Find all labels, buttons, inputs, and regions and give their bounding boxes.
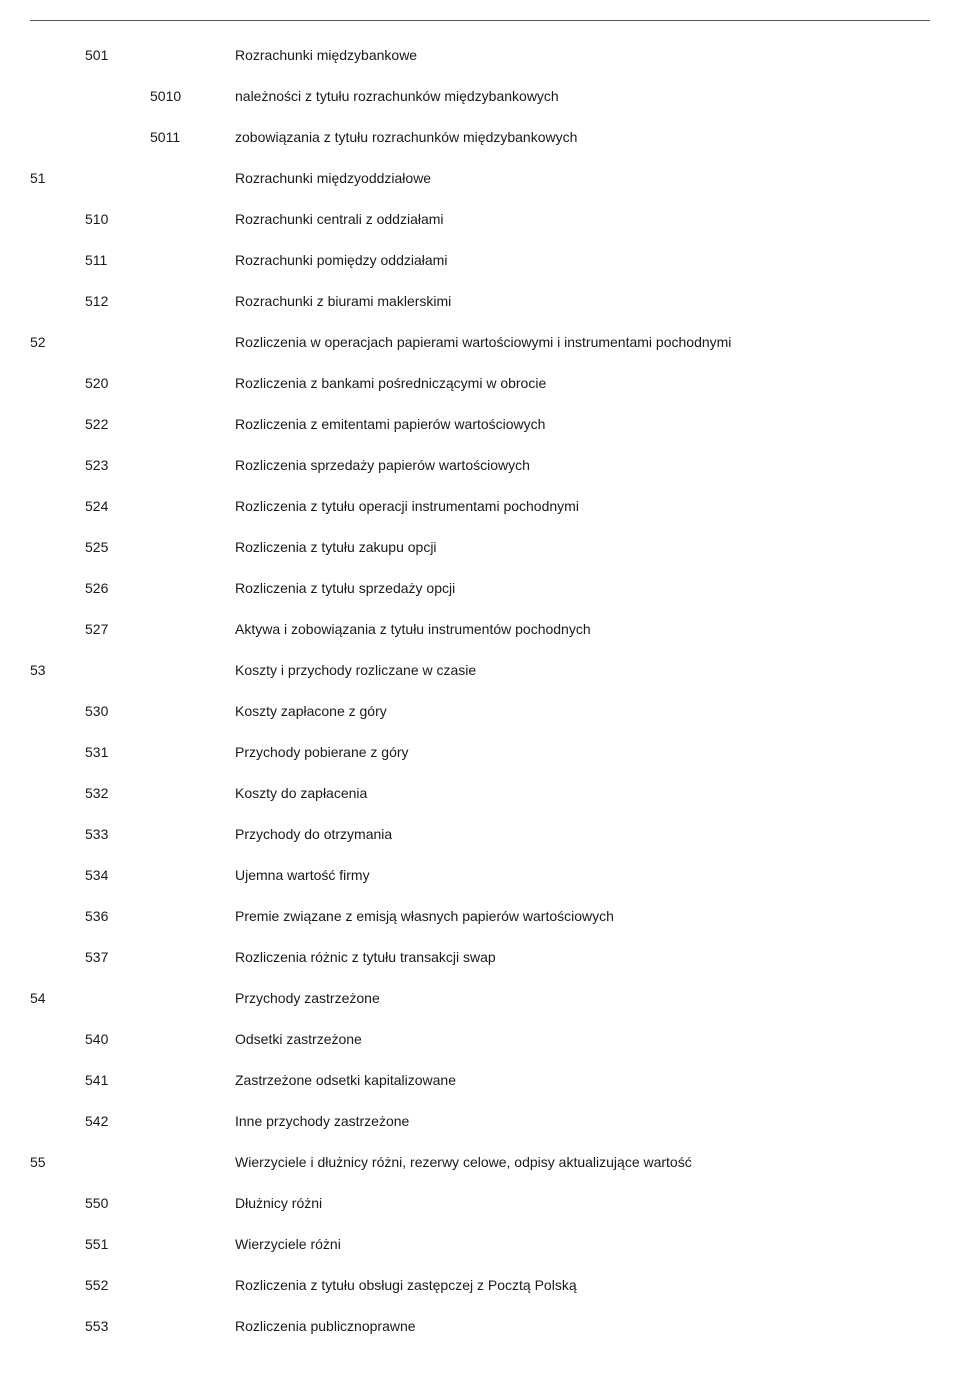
code-level-2: 520 <box>85 373 150 394</box>
account-description: Rozliczenia z emitentami papierów wartoś… <box>235 414 930 435</box>
account-description: Przychody do otrzymania <box>235 824 930 845</box>
code-level-1: 55 <box>30 1152 85 1173</box>
account-description: Koszty do zapłacenia <box>235 783 930 804</box>
table-row: 510 Rozrachunki centrali z oddziałami <box>30 199 930 240</box>
table-row: 541 Zastrzeżone odsetki kapitalizowane <box>30 1060 930 1101</box>
table-row: 551 Wierzyciele różni <box>30 1224 930 1265</box>
account-description: Rozliczenia w operacjach papierami warto… <box>235 332 930 353</box>
code-level-3: 5010 <box>150 86 235 107</box>
code-level-2: 512 <box>85 291 150 312</box>
code-level-2: 553 <box>85 1316 150 1337</box>
table-row: 534 Ujemna wartość firmy <box>30 855 930 896</box>
code-level-2: 541 <box>85 1070 150 1091</box>
code-level-1: 53 <box>30 660 85 681</box>
account-description: Dłużnicy różni <box>235 1193 930 1214</box>
table-row: 532 Koszty do zapłacenia <box>30 773 930 814</box>
account-description: Premie związane z emisją własnych papier… <box>235 906 930 927</box>
code-level-2: 510 <box>85 209 150 230</box>
account-description: Rozrachunki międzyoddziałowe <box>235 168 930 189</box>
code-level-2: 551 <box>85 1234 150 1255</box>
account-description: Koszty i przychody rozliczane w czasie <box>235 660 930 681</box>
table-row: 542 Inne przychody zastrzeżone <box>30 1101 930 1142</box>
table-row: 523 Rozliczenia sprzedaży papierów wartoś… <box>30 445 930 486</box>
table-row: 511 Rozrachunki pomiędzy oddziałami <box>30 240 930 281</box>
code-level-2: 540 <box>85 1029 150 1050</box>
table-row: 51 Rozrachunki międzyoddziałowe <box>30 158 930 199</box>
account-description: Rozliczenia sprzedaży papierów wartościo… <box>235 455 930 476</box>
account-description: Ujemna wartość firmy <box>235 865 930 886</box>
table-row: 550 Dłużnicy różni <box>30 1183 930 1224</box>
table-row: 52 Rozliczenia w operacjach papierami war… <box>30 322 930 363</box>
table-row: 536 Premie związane z emisją własnych pap… <box>30 896 930 937</box>
code-level-2: 526 <box>85 578 150 599</box>
code-level-1: 54 <box>30 988 85 1009</box>
account-description: Koszty zapłacone z góry <box>235 701 930 722</box>
code-level-2: 524 <box>85 496 150 517</box>
account-description: Odsetki zastrzeżone <box>235 1029 930 1050</box>
account-description: Rozrachunki z biurami maklerskimi <box>235 291 930 312</box>
table-row: 526 Rozliczenia z tytułu sprzedaży opcji <box>30 568 930 609</box>
code-level-1: 51 <box>30 168 85 189</box>
code-level-2: 501 <box>85 45 150 66</box>
table-row: 552 Rozliczenia z tytułu obsługi zastępcz… <box>30 1265 930 1306</box>
code-level-2: 534 <box>85 865 150 886</box>
code-level-3: 5011 <box>150 127 235 148</box>
table-row: 553 Rozliczenia publicznoprawne <box>30 1306 930 1347</box>
code-level-1: 52 <box>30 332 85 353</box>
table-row: 54 Przychody zastrzeżone <box>30 978 930 1019</box>
table-row: 533 Przychody do otrzymania <box>30 814 930 855</box>
section-divider <box>30 20 930 21</box>
table-row: 527 Aktywa i zobowiązania z tytułu instru… <box>30 609 930 650</box>
code-level-2: 530 <box>85 701 150 722</box>
account-description: Rozliczenia z bankami pośredniczącymi w … <box>235 373 930 394</box>
account-description: należności z tytułu rozrachunków międzyb… <box>235 86 930 107</box>
table-row: 524 Rozliczenia z tytułu operacji instrum… <box>30 486 930 527</box>
code-level-2: 522 <box>85 414 150 435</box>
table-row: 512 Rozrachunki z biurami maklerskimi <box>30 281 930 322</box>
code-level-2: 532 <box>85 783 150 804</box>
account-description: Wierzyciele różni <box>235 1234 930 1255</box>
code-level-2: 536 <box>85 906 150 927</box>
table-row: 5010należności z tytułu rozrachunków mię… <box>30 76 930 117</box>
account-table: 501Rozrachunki międzybankowe5010należnoś… <box>30 35 930 1347</box>
account-description: Rozliczenia różnic z tytułu transakcji s… <box>235 947 930 968</box>
account-description: Rozrachunki centrali z oddziałami <box>235 209 930 230</box>
table-row: 53 Koszty i przychody rozliczane w czasie <box>30 650 930 691</box>
code-level-2: 527 <box>85 619 150 640</box>
code-level-2: 511 <box>85 250 150 271</box>
account-description: Rozliczenia z tytułu sprzedaży opcji <box>235 578 930 599</box>
table-row: 520 Rozliczenia z bankami pośredniczącymi… <box>30 363 930 404</box>
account-description: Aktywa i zobowiązania z tytułu instrumen… <box>235 619 930 640</box>
code-level-2: 523 <box>85 455 150 476</box>
code-level-2: 525 <box>85 537 150 558</box>
table-row: 501 Rozrachunki międzybankowe <box>30 35 930 76</box>
account-description: Przychody pobierane z góry <box>235 742 930 763</box>
code-level-2: 542 <box>85 1111 150 1132</box>
table-row: 522 Rozliczenia z emitentami papierów war… <box>30 404 930 445</box>
account-description: Rozrachunki pomiędzy oddziałami <box>235 250 930 271</box>
account-description: Wierzyciele i dłużnicy różni, rezerwy ce… <box>235 1152 930 1173</box>
table-row: 537 Rozliczenia różnic z tytułu transakcj… <box>30 937 930 978</box>
account-description: Przychody zastrzeżone <box>235 988 930 1009</box>
code-level-2: 533 <box>85 824 150 845</box>
account-description: Inne przychody zastrzeżone <box>235 1111 930 1132</box>
code-level-2: 550 <box>85 1193 150 1214</box>
code-level-2: 537 <box>85 947 150 968</box>
account-description: Rozliczenia z tytułu obsługi zastępczej … <box>235 1275 930 1296</box>
code-level-2: 552 <box>85 1275 150 1296</box>
table-row: 525 Rozliczenia z tytułu zakupu opcji <box>30 527 930 568</box>
code-level-2: 531 <box>85 742 150 763</box>
account-description: Rozliczenia publicznoprawne <box>235 1316 930 1337</box>
account-description: Zastrzeżone odsetki kapitalizowane <box>235 1070 930 1091</box>
table-row: 540 Odsetki zastrzeżone <box>30 1019 930 1060</box>
table-row: 55 Wierzyciele i dłużnicy różni, rezerwy … <box>30 1142 930 1183</box>
table-row: 530 Koszty zapłacone z góry <box>30 691 930 732</box>
account-description: zobowiązania z tytułu rozrachunków międz… <box>235 127 930 148</box>
table-row: 5011zobowiązania z tytułu rozrachunków m… <box>30 117 930 158</box>
account-description: Rozliczenia z tytułu operacji instrument… <box>235 496 930 517</box>
account-description: Rozliczenia z tytułu zakupu opcji <box>235 537 930 558</box>
table-row: 531 Przychody pobierane z góry <box>30 732 930 773</box>
account-description: Rozrachunki międzybankowe <box>235 45 930 66</box>
